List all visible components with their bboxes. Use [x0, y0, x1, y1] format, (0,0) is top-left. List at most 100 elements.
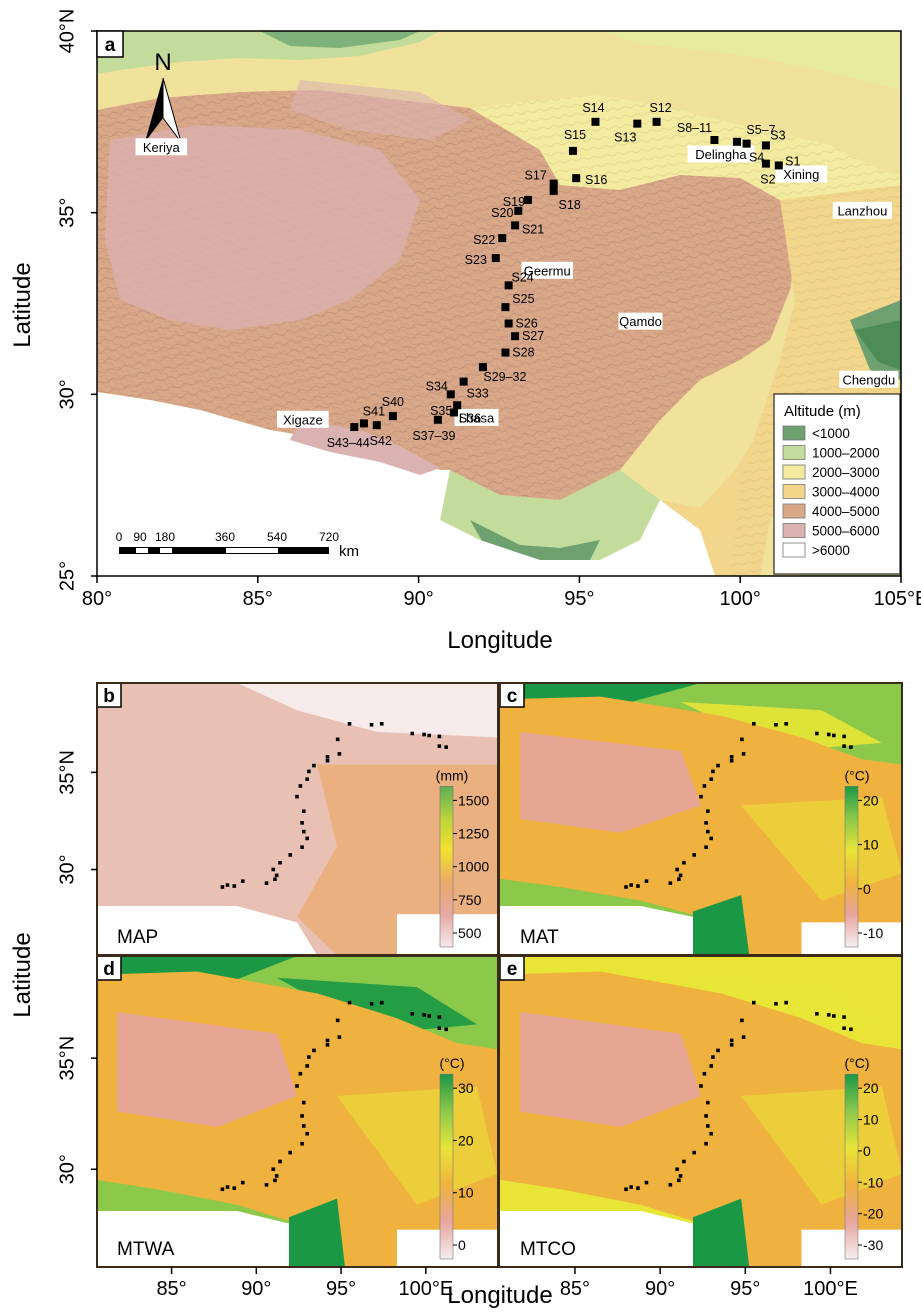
legend-item-label: <1000	[812, 426, 850, 441]
scale-tick-label: 720	[319, 530, 339, 544]
site-label: S5–7	[746, 123, 775, 137]
site-dot	[300, 821, 304, 825]
panel-label-box	[96, 955, 122, 981]
legend-swatch	[782, 542, 806, 558]
site-label: S23	[465, 253, 487, 267]
site-marker	[633, 119, 642, 128]
lon-tick-label: 85°	[243, 588, 273, 610]
city-label-box	[521, 261, 574, 279]
site-dot	[729, 1038, 734, 1043]
site-dot	[636, 1186, 640, 1190]
site-dot	[706, 1124, 710, 1128]
site-dot	[220, 885, 225, 889]
site-dot	[692, 853, 696, 857]
colorbar-tick-label: 20	[458, 1132, 474, 1148]
site-marker	[591, 117, 600, 126]
site-dot	[337, 752, 342, 756]
city-label-box	[135, 138, 188, 156]
site-dot	[636, 884, 640, 888]
lon-tick-label: 90°	[241, 1278, 271, 1300]
legend-swatch	[782, 484, 806, 499]
site-label: S42	[370, 434, 392, 448]
site-dot	[842, 734, 846, 739]
site-dot	[325, 755, 330, 759]
lat-tick-label: 30°	[56, 1154, 78, 1184]
scale-tick-label: 90	[133, 530, 147, 544]
colorbar	[439, 786, 454, 948]
site-marker	[372, 421, 381, 430]
panel-a-frame	[96, 30, 902, 577]
site-label: S22	[473, 233, 495, 247]
colorbar-tick-label: 20	[863, 792, 879, 808]
site-dot	[278, 1159, 282, 1164]
city-label-box	[839, 370, 899, 388]
colorbar-tick-label: 10	[458, 1185, 474, 1201]
site-dot	[842, 1015, 846, 1019]
site-dot	[668, 881, 673, 885]
site-dot	[240, 1180, 245, 1185]
north-arrow: N	[145, 49, 182, 143]
site-dot	[325, 1043, 330, 1047]
variable-name: MTCO	[520, 1239, 576, 1260]
plateau-very-high	[105, 125, 420, 330]
site-label: S37–39	[412, 429, 455, 443]
legend-item-label: 1000–2000	[812, 446, 880, 461]
site-dot	[815, 731, 819, 736]
small-lat-ticks: 35°N 30° 35°N 30°	[56, 750, 97, 1184]
site-dot	[335, 737, 340, 742]
colorbar-unit: (°C)	[844, 1055, 869, 1071]
lon-tick-label: 100°E	[803, 1278, 858, 1300]
panel-a-ylabel: Latitude	[9, 262, 36, 347]
site-label: S1	[785, 154, 800, 168]
colorbar-tick-label: 20	[863, 1080, 879, 1096]
site-marker	[359, 419, 368, 428]
site-dot	[706, 1100, 710, 1105]
site-marker	[453, 401, 462, 410]
site-label: S28	[512, 346, 534, 360]
lon-tick-label: 85°	[156, 1278, 186, 1300]
climate-map-map	[97, 683, 497, 955]
site-dot	[774, 1001, 778, 1006]
site-dot	[678, 1174, 683, 1178]
site-dot	[740, 1018, 744, 1023]
site-label: S35	[430, 404, 452, 418]
site-dot	[704, 821, 708, 825]
site-dot	[675, 867, 679, 872]
colorbar-tick-label: 30	[458, 1080, 474, 1096]
qaidam-lowland	[600, 31, 901, 90]
small-panels: bMAP(mm)150012501000750500cMAT(°C)20100-…	[96, 682, 902, 1267]
site-dot	[624, 885, 628, 889]
site-marker	[446, 390, 455, 399]
site-dot	[288, 853, 293, 857]
site-dot	[422, 732, 426, 737]
site-label: S20	[491, 206, 513, 220]
site-dot	[437, 1026, 442, 1030]
site-dot	[706, 809, 710, 814]
site-marker	[523, 195, 532, 204]
site-dot	[437, 1015, 442, 1019]
site-dot	[273, 877, 277, 882]
colorbar	[844, 786, 859, 948]
city-label: Geermu	[524, 263, 571, 278]
site-label: S14	[582, 101, 604, 115]
site-marker	[388, 412, 397, 421]
colorbar-unit: (mm)	[436, 767, 469, 783]
city-label-box	[687, 145, 755, 163]
legend-swatch	[782, 445, 806, 460]
colorbar-tick-label: -20	[863, 1206, 883, 1222]
legend-item-label: 3000–4000	[812, 485, 880, 500]
site-dot	[301, 1124, 306, 1128]
site-dot	[300, 1114, 304, 1118]
site-dot	[305, 836, 309, 841]
site-dot	[624, 1187, 628, 1192]
site-dot	[369, 722, 374, 727]
site-label: S26	[516, 316, 538, 330]
site-dot	[271, 867, 276, 872]
site-marker	[459, 377, 468, 386]
site-dot	[826, 1013, 831, 1017]
site-dot	[716, 1048, 720, 1053]
site-dot	[347, 1000, 352, 1005]
site-marker	[504, 319, 513, 328]
lat-tick-label: 40°N	[56, 9, 78, 54]
site-label: S8–11	[677, 121, 712, 135]
